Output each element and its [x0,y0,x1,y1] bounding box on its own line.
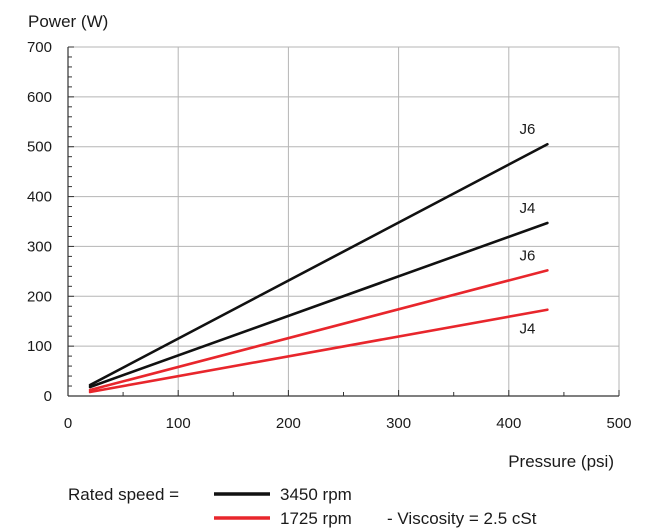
y-tick-label: 200 [27,288,52,305]
series-line-0 [88,142,549,387]
x-tick-labels: 0 100 200 300 400 500 [64,415,632,432]
series-line-2 [88,269,549,392]
legend: Rated speed = 3450 rpm 1725 rpm - Viscos… [68,485,537,528]
series-line-3 [88,308,549,394]
y-axis-title: Power (W) [28,12,108,31]
series-label-2: J6 [520,247,536,264]
y-tick-label: 600 [27,89,52,106]
series-labels: J6 J4 J6 J4 [520,121,536,338]
y-tick-label: 300 [27,238,52,255]
series-label-1: J4 [520,200,536,217]
y-tick-labels: 0 100 200 300 400 500 600 700 [27,39,52,405]
series-label-0: J6 [520,121,536,138]
x-tick-label: 500 [606,415,631,432]
axes [67,46,620,397]
legend-prefix: Rated speed = [68,485,179,504]
y-tick-label: 700 [27,39,52,56]
x-tick-label: 200 [276,415,301,432]
x-tick-label: 400 [496,415,521,432]
series-lines [88,142,549,394]
x-tick-label: 300 [386,415,411,432]
legend-label-1725: 1725 rpm [280,509,352,528]
y-tick-label: 0 [44,388,52,405]
legend-viscosity-note: - Viscosity = 2.5 cSt [387,509,537,528]
x-axis-title: Pressure (psi) [508,452,614,471]
y-tick-label: 500 [27,139,52,156]
series-line-1 [88,221,549,389]
grid [68,46,620,396]
y-tick-label: 100 [27,338,52,355]
series-label-3: J4 [520,321,536,338]
x-tick-label: 0 [64,415,72,432]
y-tick-label: 400 [27,189,52,206]
x-tick-label: 100 [166,415,191,432]
legend-label-3450: 3450 rpm [280,485,352,504]
